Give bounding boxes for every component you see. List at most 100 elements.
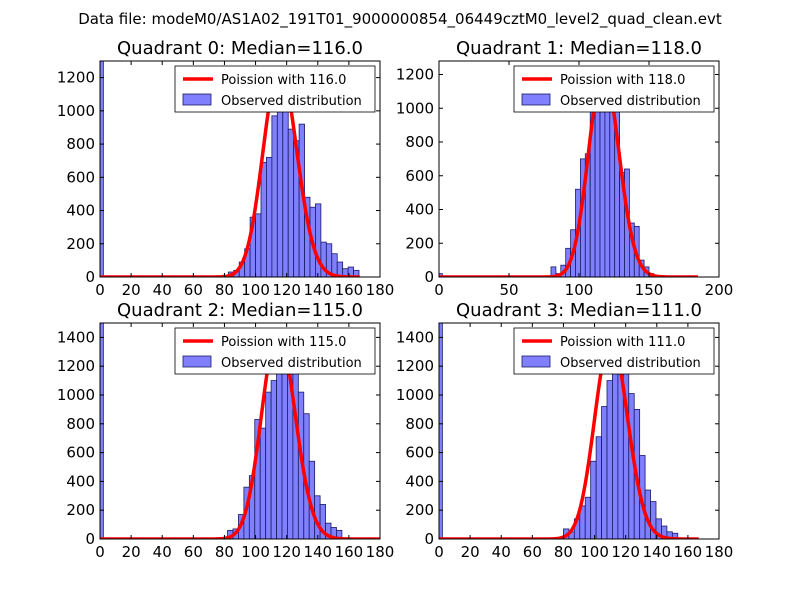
quadrant-3-legend: Poission with 111.0 Observed distribution bbox=[513, 327, 715, 375]
x-tick-label: 80 bbox=[215, 543, 234, 561]
quadrant-3-bar bbox=[606, 380, 613, 539]
legend-line-label: Poission with 118.0 bbox=[560, 73, 685, 88]
x-tick-label: 0 bbox=[95, 543, 105, 561]
quadrant-3-frame bbox=[438, 322, 720, 540]
x-tick-label: 100 bbox=[241, 543, 270, 561]
x-tick-label: 140 bbox=[642, 543, 671, 561]
y-tick-label: 400 bbox=[66, 472, 95, 490]
x-tick-label: 0 bbox=[434, 281, 444, 299]
x-tick-label: 160 bbox=[335, 543, 364, 561]
quadrant-0-frame bbox=[99, 60, 381, 278]
legend-line-label: Poission with 115.0 bbox=[221, 335, 346, 350]
quadrant-3-bar bbox=[612, 351, 619, 539]
y-tick-label: 0 bbox=[85, 530, 95, 548]
x-tick-label: 120 bbox=[611, 543, 640, 561]
quadrant-0-legend: Poission with 116.0 Observed distribution bbox=[174, 65, 376, 113]
y-tick-label: 0 bbox=[424, 268, 434, 286]
quadrant-2-bar bbox=[292, 354, 299, 539]
quadrant-2-bar bbox=[270, 380, 277, 539]
y-tick-label: 0 bbox=[424, 530, 434, 548]
quadrant-0-bar bbox=[353, 269, 360, 277]
quadrant-3-panel: 0 20 40 60 80 100 120 140 160 180 0 200 400 600 800 100… bbox=[396, 300, 734, 561]
quadrant-2-frame bbox=[99, 322, 381, 540]
quadrant-3-bar bbox=[590, 460, 597, 539]
quadrant-2-bar bbox=[100, 323, 104, 539]
y-tick-label: 400 bbox=[405, 201, 434, 219]
quadrant-2-bar bbox=[265, 391, 272, 539]
y-tick-label: 1000 bbox=[57, 386, 95, 404]
quadrant-3-bar bbox=[584, 496, 592, 539]
y-tick-label: 800 bbox=[405, 133, 434, 151]
quadrant-1-bar bbox=[609, 107, 616, 277]
quadrant-1-bar bbox=[550, 266, 557, 277]
quadrant-0-poisson-line bbox=[100, 65, 360, 277]
x-tick-label: 120 bbox=[272, 543, 301, 561]
x-tick-label: 40 bbox=[492, 543, 511, 561]
y-tick-label: 1200 bbox=[396, 357, 434, 375]
quadrant-3-bar bbox=[601, 406, 608, 539]
x-tick-label: 140 bbox=[303, 543, 332, 561]
y-tick-label: 400 bbox=[66, 202, 95, 220]
quadrant-2-bar bbox=[259, 427, 267, 539]
quadrant-2-legend: Poission with 115.0 Observed distribution bbox=[174, 327, 376, 375]
legend-bar-swatch bbox=[521, 93, 551, 106]
y-tick-label: 1200 bbox=[396, 66, 434, 84]
y-tick-label: 1200 bbox=[57, 69, 95, 87]
x-tick-label: 160 bbox=[335, 281, 364, 299]
y-tick-label: 1400 bbox=[57, 328, 95, 346]
legend-bar-swatch bbox=[182, 355, 212, 368]
y-tick-label: 800 bbox=[66, 415, 95, 433]
figure-suptitle: Data file: modeM0/AS1A02_191T01_90000008… bbox=[78, 10, 722, 29]
x-tick-label: 100 bbox=[565, 281, 594, 299]
y-tick-label: 1000 bbox=[396, 99, 434, 117]
quadrant-0-bar bbox=[287, 128, 295, 277]
y-tick-label: 200 bbox=[405, 501, 434, 519]
quadrant-0-bar bbox=[276, 110, 284, 277]
y-tick-label: 1200 bbox=[57, 357, 95, 375]
quadrant-0-bar bbox=[271, 115, 278, 277]
x-tick-label: 0 bbox=[95, 281, 105, 299]
x-tick-label: 180 bbox=[366, 281, 395, 299]
quadrant-0-plot-area bbox=[100, 61, 360, 277]
x-tick-label: 60 bbox=[523, 543, 542, 561]
quadrant-0-panel: 0 20 40 60 80 100 120 140 160 180 0 200 400 600 800 100… bbox=[57, 38, 395, 299]
x-tick-label: 60 bbox=[184, 543, 203, 561]
quadrant-1-title: Quadrant 1: Median=118.0 bbox=[456, 38, 702, 59]
legend-bar-swatch bbox=[521, 355, 551, 368]
legend-bar-label: Observed distribution bbox=[221, 356, 362, 371]
legend-bar-label: Observed distribution bbox=[560, 94, 701, 109]
y-tick-label: 200 bbox=[66, 235, 95, 253]
quadrant-1-bar bbox=[604, 102, 611, 277]
x-tick-label: 20 bbox=[461, 543, 480, 561]
x-tick-label: 20 bbox=[122, 543, 141, 561]
legend-line-label: Poission with 111.0 bbox=[560, 335, 685, 350]
y-tick-label: 600 bbox=[66, 444, 95, 462]
y-tick-label: 600 bbox=[405, 167, 434, 185]
legend-bar-label: Observed distribution bbox=[560, 356, 701, 371]
legend-bar-label: Observed distribution bbox=[221, 94, 362, 109]
quadrant-3-plot-area bbox=[439, 323, 699, 539]
x-tick-label: 180 bbox=[366, 543, 395, 561]
x-tick-label: 40 bbox=[153, 543, 172, 561]
x-tick-label: 80 bbox=[554, 543, 573, 561]
quadrant-1-poisson-line bbox=[439, 69, 699, 277]
quadrant-0-bar bbox=[255, 213, 262, 277]
x-tick-label: 120 bbox=[272, 281, 301, 299]
y-tick-label: 200 bbox=[66, 501, 95, 519]
quadrant-3-bar bbox=[439, 323, 443, 539]
quadrant-1-legend: Poission with 118.0 Observed distribution bbox=[513, 65, 715, 113]
x-tick-label: 180 bbox=[705, 543, 734, 561]
x-tick-label: 0 bbox=[434, 543, 444, 561]
y-tick-label: 1000 bbox=[396, 386, 434, 404]
quadrant-1-plot-area bbox=[439, 69, 699, 277]
quadrant-0-bar bbox=[266, 156, 273, 277]
quadrant-2-panel: 0 20 40 60 80 100 120 140 160 180 0 200 400 600 800 100… bbox=[57, 300, 395, 561]
quadrant-2-bar bbox=[281, 351, 288, 539]
y-tick-label: 0 bbox=[85, 268, 95, 286]
quadrant-0-title: Quadrant 0: Median=116.0 bbox=[117, 38, 363, 59]
y-tick-label: 600 bbox=[405, 444, 434, 462]
quadrant-3-bar bbox=[595, 436, 602, 539]
legend-bar-swatch bbox=[182, 93, 212, 106]
quadrant-1-panel: 0 50 100 150 200 0 200 400 600 800 1000 1200 Quadran… bbox=[396, 38, 734, 299]
